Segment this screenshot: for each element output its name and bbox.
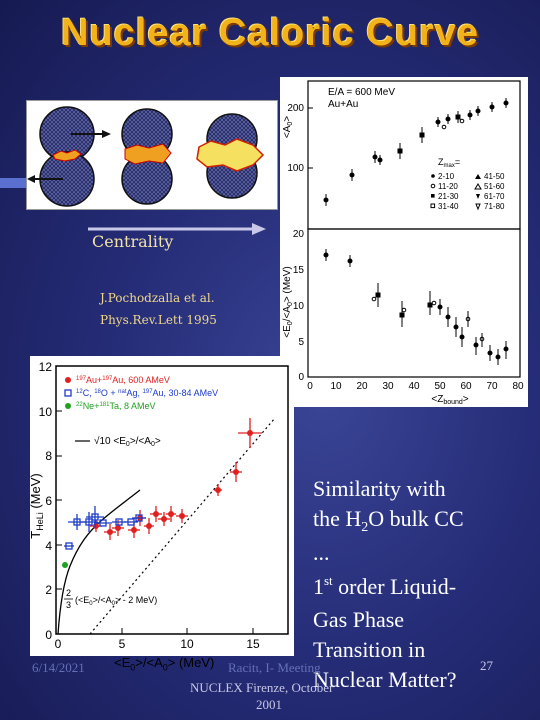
citation: J.Pochodzalla et al. Phys.Rev.Lett 1995: [100, 287, 217, 331]
statement-line: 1st order Liquid-: [313, 573, 457, 599]
y-tick-label: 0: [45, 628, 52, 642]
right-xlabel: <Zbound>: [431, 394, 468, 406]
x-tick-label: 40: [408, 381, 420, 392]
y-tick-label: 2: [45, 583, 52, 597]
x-tick-label: 20: [356, 381, 368, 392]
x-tick-label: 70: [486, 381, 498, 392]
right-plot-svg: 200 100 <A0> E/A = 600 MeV Au+Au Zmax= 2…: [282, 80, 524, 406]
y-tick-label: 12: [39, 360, 53, 374]
red-markers: [93, 430, 253, 535]
citation-line-2: Phys.Rev.Lett 1995: [100, 313, 217, 327]
citation-line-1: J.Pochodzalla et al.: [100, 291, 215, 305]
lower-tick-label: 10: [293, 301, 305, 312]
footer-page-number: 27: [480, 658, 493, 673]
annot-linear: (<E0>/<A0> - 2 MeV): [75, 595, 157, 607]
lower-tick-label: 20: [293, 229, 305, 240]
upper-ylabel: <A0>: [282, 116, 294, 138]
statement-similarity: Similarity with the H2O bulk CC ...: [313, 474, 464, 568]
zmax-range: 61-70: [484, 192, 505, 201]
nucleus-pair-3: [196, 113, 265, 199]
x-tick-label: 10: [180, 637, 194, 651]
legend-entry-3: 22Ne+181Ta, 8 AMeV: [76, 401, 156, 411]
zmax-range: 51-60: [484, 182, 505, 191]
legend-marker-red: [65, 377, 71, 383]
slide-title: Nuclear Caloric Curve: [60, 12, 480, 54]
lower-ylabel: <E0/<A0> (MeV): [282, 266, 294, 337]
lower-data-points: [323, 249, 509, 365]
nucleus-collision-drawing: [26, 100, 278, 210]
green-point: [62, 562, 68, 568]
statement-line: Transition in: [313, 637, 426, 662]
upper-tick-label: 200: [287, 103, 304, 114]
centrality-label: Centrality: [92, 232, 174, 251]
left-plot-svg: 12 10 8 6 4 2 0 THeLi (MeV) 0 5 10 15 19…: [28, 360, 289, 651]
zmax-range: 41-50: [484, 172, 505, 181]
statement-phase-transition: 1st order Liquid- Gas Phase Transition i…: [313, 572, 457, 695]
footer-date: 6/14/2021: [32, 660, 85, 675]
statement-line: Gas Phase: [313, 607, 405, 632]
zmax-range: 2-10: [438, 172, 455, 181]
left-plot-panel: 12 10 8 6 4 2 0 THeLi (MeV) 0 5 10 15 19…: [28, 356, 294, 656]
x-tick-label: 15: [246, 637, 260, 651]
statement-line: ...: [313, 540, 330, 565]
x-tick-label: 10: [330, 381, 342, 392]
lower-frame: [307, 228, 521, 378]
legend-marker-green: [65, 403, 71, 409]
upper-tick-label: 100: [287, 163, 304, 174]
zmax-range: 71-80: [484, 202, 505, 211]
legend-entry-2: 12C, 18O + natAg, 197Au, 30-84 AMeV: [76, 388, 218, 398]
zmax-range: 21-30: [438, 192, 459, 201]
lower-tick-label: 5: [298, 337, 304, 348]
annot-frac-den: 3: [66, 600, 71, 610]
x-tick-label: 5: [119, 637, 126, 651]
decorative-bar: [0, 178, 36, 188]
blue-series: [64, 506, 146, 550]
centrality-arrow-icon: [88, 223, 266, 235]
x-tick-label: 60: [460, 381, 472, 392]
zmax-legend: 2-10 11-20 21-30 31-40 41-50 51-60 61-70…: [430, 172, 505, 211]
sqrt-curve: [57, 489, 141, 635]
footer-year: 2001: [256, 697, 282, 712]
linear-fit-line: [89, 417, 276, 635]
legend-entry-1: 197Au+197Au, 600 AMeV: [76, 375, 170, 385]
y-tick-label: 6: [45, 494, 52, 508]
nucleus-collision-svg: [27, 106, 265, 207]
right-plot-panel: 200 100 <A0> E/A = 600 MeV Au+Au Zmax= 2…: [280, 77, 528, 407]
y-tick-label: 4: [45, 539, 52, 553]
x-tick-label: 30: [382, 381, 394, 392]
footer-author: Racitι, I- Meeting: [228, 660, 321, 675]
left-xlabel-text: <E0>/<A0> (MeV): [114, 655, 215, 673]
x-tick-label: 80: [512, 381, 524, 392]
zmax-range: 31-40: [438, 202, 459, 211]
lower-tick-label: 0: [298, 372, 304, 383]
statement-line: Similarity with: [313, 476, 446, 501]
x-tick-label: 0: [55, 637, 62, 651]
y-tick-label: 10: [39, 405, 53, 419]
zmax-label: Zmax=: [438, 157, 460, 169]
nucleus-pair-1: [27, 106, 111, 207]
nucleus-pair-2: [121, 108, 173, 205]
left-ylabel-text: THeLi (MeV): [30, 473, 45, 538]
legend-marker-blue: [64, 389, 72, 397]
statement-line: Nuclear Matter?: [313, 667, 457, 692]
annot-sqrt: √10 <E0>/<A0>: [94, 435, 161, 448]
footer-conference: NUCLEX Firenze, October: [190, 680, 334, 695]
upper-data-points: [323, 98, 509, 206]
annot-frac-num: 2: [66, 588, 71, 598]
legend-system: Au+Au: [328, 99, 358, 110]
zmax-range: 11-20: [438, 182, 458, 191]
x-tick-label: 0: [307, 381, 313, 392]
legend-energy: E/A = 600 MeV: [328, 87, 395, 98]
y-tick-label: 8: [45, 449, 52, 463]
statement-line: the H2O bulk CC: [313, 506, 464, 535]
lower-tick-label: 15: [293, 265, 305, 276]
x-tick-label: 50: [434, 381, 446, 392]
